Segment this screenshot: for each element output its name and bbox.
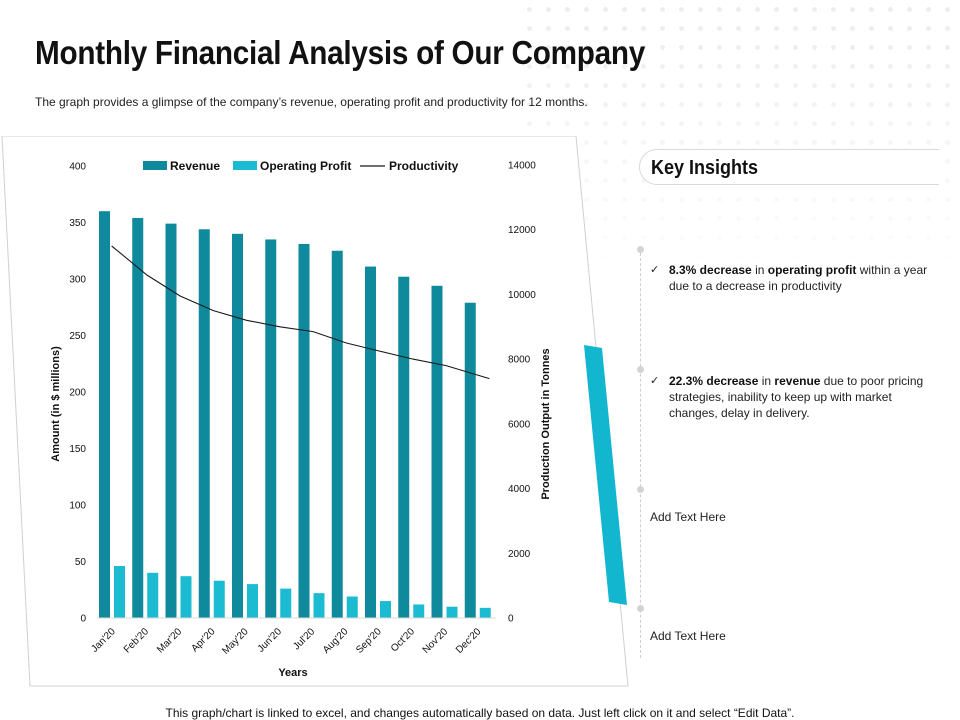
revenue-bar[interactable] — [331, 250, 343, 618]
operating-profit-bar[interactable] — [147, 572, 159, 618]
y-axis-title: Amount (in $ millions) — [50, 346, 62, 462]
left-axis-ticks: 0 50 100 150 200 250 300 350 400 — [69, 162, 86, 625]
bars-group — [99, 211, 491, 619]
left-tick-label: 50 — [75, 557, 87, 568]
revenue-bar[interactable] — [198, 229, 210, 618]
chart-container[interactable]: Revenue Operating Profit Productivity 0 5… — [0, 136, 640, 696]
productivity-line — [111, 245, 490, 380]
revenue-bar[interactable] — [365, 266, 376, 618]
check-icon: ✓ — [650, 375, 660, 387]
accent-band-shape — [584, 345, 627, 605]
operating-profit-bar[interactable] — [180, 576, 192, 618]
operating-profit-bar[interactable] — [446, 606, 458, 618]
left-tick-label: 400 — [69, 162, 86, 173]
legend-label-operating-profit: Operating Profit — [260, 159, 351, 173]
right-tick-label: 12000 — [508, 225, 536, 236]
revenue-bar[interactable] — [298, 243, 310, 618]
operating-profit-bar[interactable] — [114, 566, 125, 618]
footer-note: This graph/chart is linked to excel, and… — [165, 706, 795, 720]
right-tick-label: 2000 — [508, 549, 531, 560]
insight-text-1: 8.3% decrease in operating profit within… — [669, 263, 928, 293]
operating-profit-bar[interactable] — [380, 601, 391, 618]
right-tick-label: 0 — [508, 614, 514, 625]
left-tick-label: 150 — [69, 444, 86, 455]
revenue-bar[interactable] — [232, 233, 243, 619]
key-insights-title: Key Insights — [651, 157, 759, 179]
operating-profit-bar[interactable] — [346, 596, 358, 618]
revenue-bar[interactable] — [464, 302, 476, 618]
insight-item-2: ✓ 22.3% decrease in revenue due to poor … — [650, 373, 935, 421]
accent-band — [584, 345, 627, 605]
revenue-bar[interactable] — [398, 276, 410, 618]
check-icon: ✓ — [650, 264, 660, 276]
dotted-background-pattern — [520, 0, 960, 290]
timeline-dot-4 — [637, 605, 644, 612]
revenue-bar[interactable] — [431, 285, 443, 618]
right-tick-label: 4000 — [508, 484, 531, 495]
timeline-dot-1 — [637, 246, 644, 253]
insight-text-2: 22.3% decrease in revenue due to poor pr… — [669, 374, 924, 420]
insight-placeholder-2[interactable]: Add Text Here — [650, 629, 726, 643]
revenue-bar[interactable] — [265, 239, 277, 618]
page-subtitle: The graph provides a glimpse of the comp… — [35, 95, 588, 109]
page-title: Monthly Financial Analysis of Our Compan… — [35, 34, 645, 71]
insight-item-1: ✓ 8.3% decrease in operating profit with… — [650, 262, 935, 294]
right-tick-label: 8000 — [508, 355, 531, 366]
operating-profit-bar[interactable] — [313, 593, 325, 618]
left-tick-label: 0 — [80, 614, 86, 625]
left-tick-label: 200 — [69, 388, 86, 399]
x-axis-title: Years — [278, 667, 307, 679]
key-insights-header: Key Insights — [639, 149, 939, 185]
timeline-dot-3 — [637, 486, 644, 493]
operating-profit-bar[interactable] — [247, 584, 258, 618]
right-axis-ticks: 0 2000 4000 6000 8000 10000 12000 14000 — [508, 161, 536, 625]
left-tick-label: 250 — [69, 331, 86, 342]
revenue-bar[interactable] — [99, 211, 110, 618]
revenue-bar[interactable] — [165, 223, 177, 618]
chart-legend: Revenue Operating Profit Productivity — [143, 159, 459, 173]
operating-profit-bar[interactable] — [413, 604, 425, 618]
legend-swatch-revenue — [143, 161, 167, 170]
timeline-line — [640, 248, 641, 658]
timeline-dot-2 — [637, 366, 644, 373]
legend-label-revenue: Revenue — [170, 159, 220, 173]
revenue-bar[interactable] — [132, 217, 144, 618]
operating-profit-bar[interactable] — [479, 607, 491, 618]
left-tick-label: 100 — [69, 501, 86, 512]
combo-chart-svg: Revenue Operating Profit Productivity 0 5… — [1, 136, 629, 687]
legend-swatch-operating-profit — [233, 161, 257, 170]
insight-placeholder-1[interactable]: Add Text Here — [650, 510, 726, 524]
legend-label-productivity: Productivity — [389, 159, 459, 173]
operating-profit-bar[interactable] — [280, 588, 292, 618]
operating-profit-bar[interactable] — [213, 580, 225, 618]
right-tick-label: 6000 — [508, 419, 531, 430]
left-tick-label: 300 — [69, 275, 86, 286]
right-tick-label: 14000 — [508, 161, 536, 172]
left-tick-label: 350 — [69, 218, 86, 229]
y2-axis-title: Production Output in Tonnes — [540, 348, 552, 499]
right-tick-label: 10000 — [508, 290, 536, 301]
